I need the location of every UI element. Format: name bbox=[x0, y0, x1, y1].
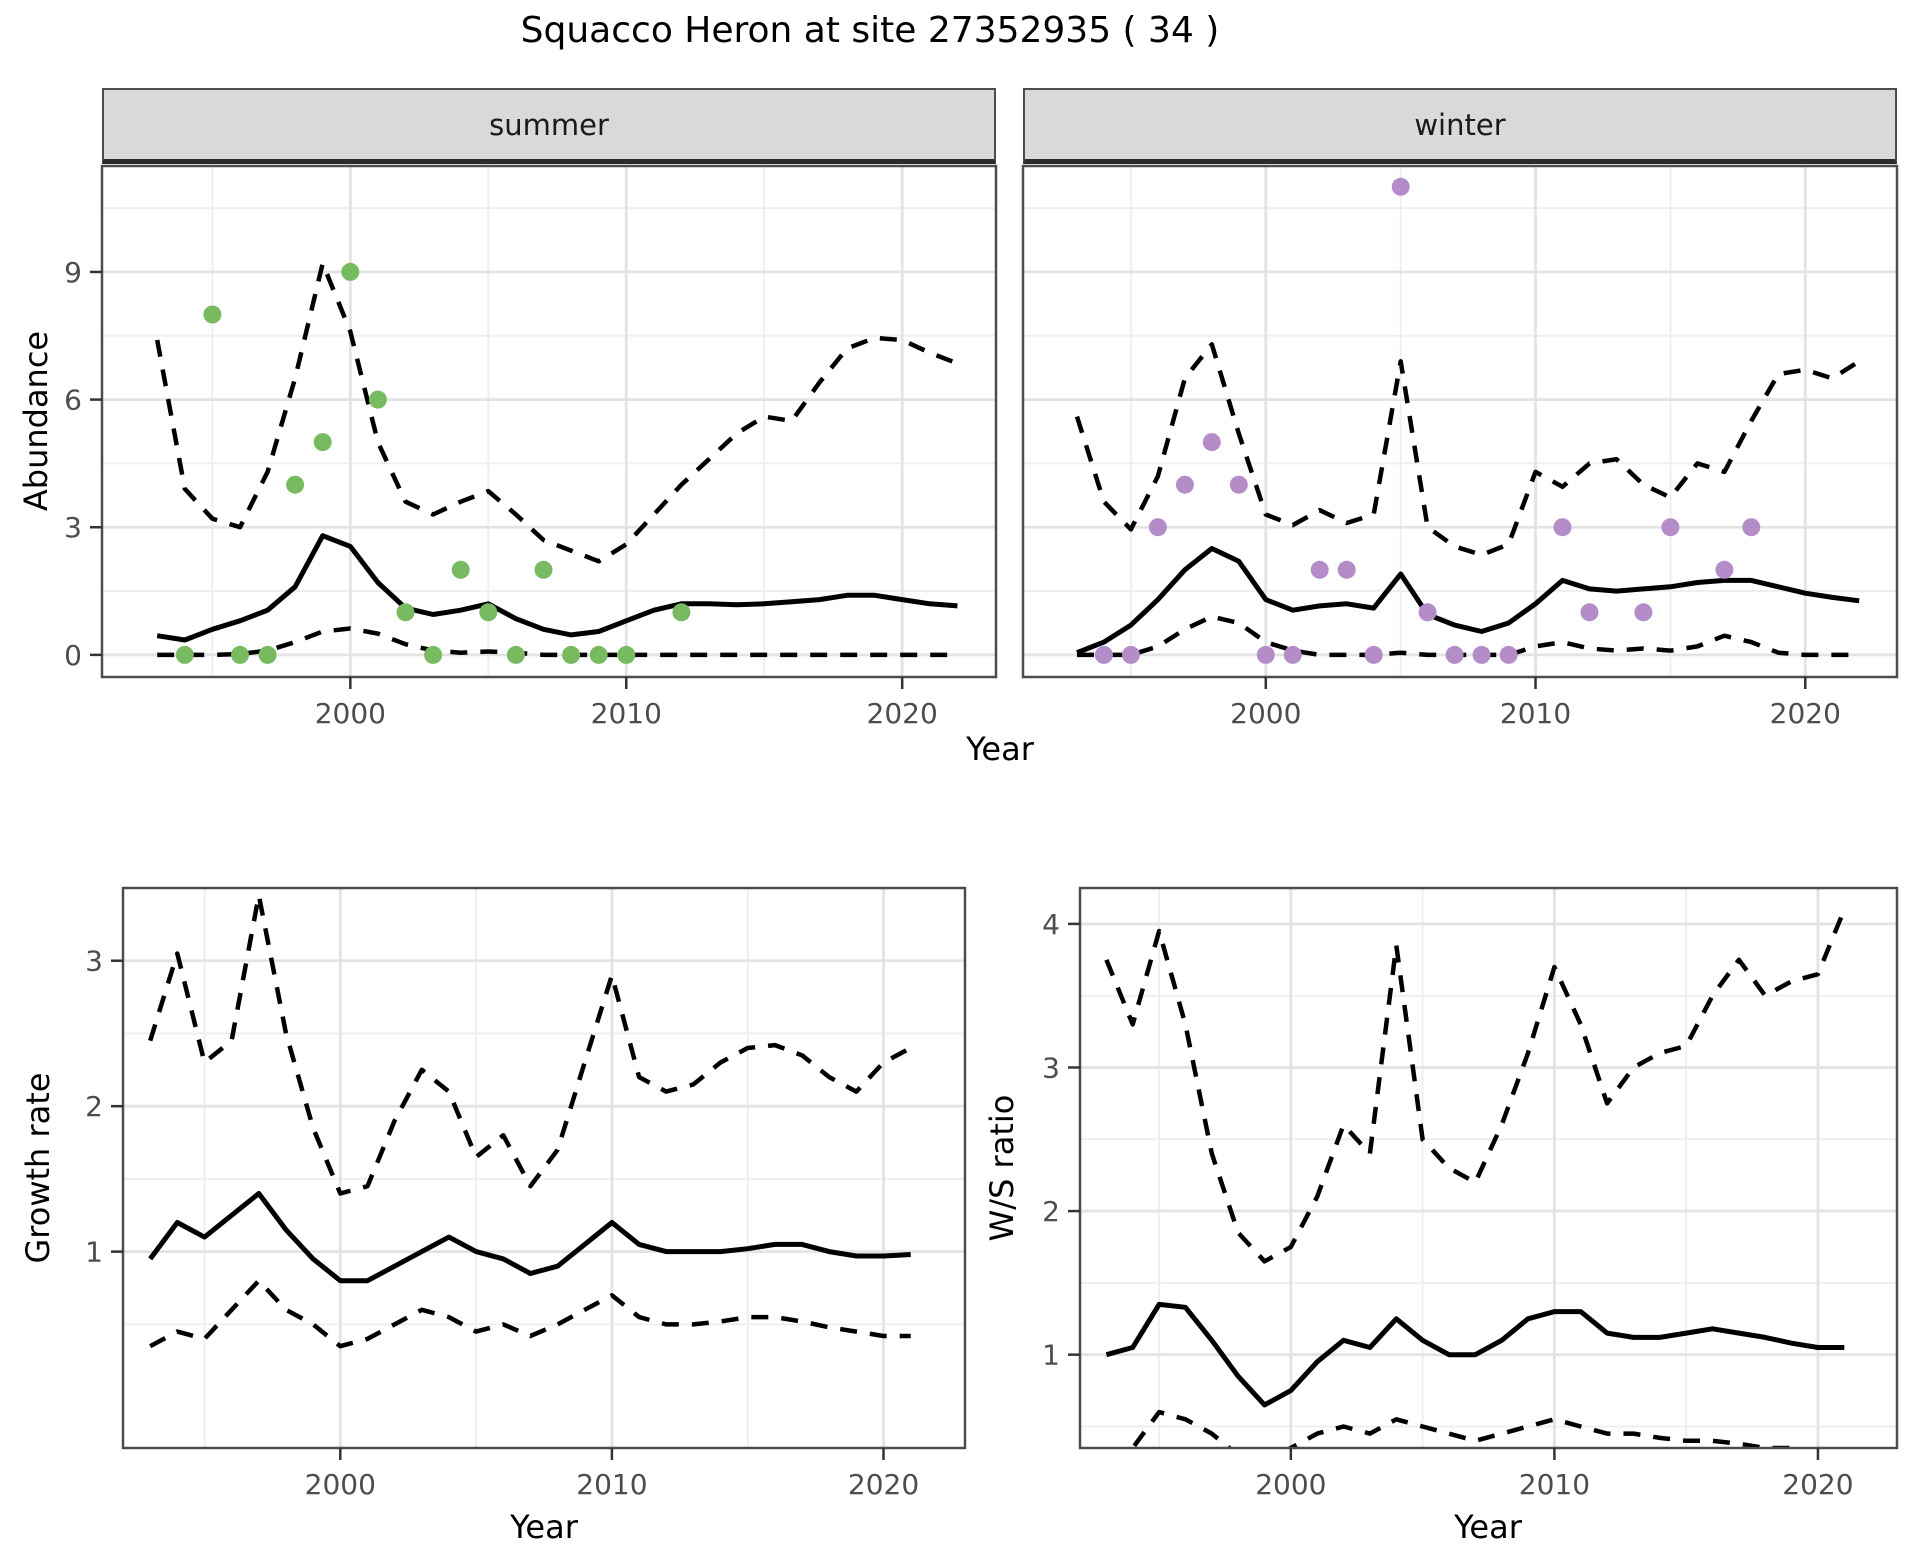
xlabel-year-ws: Year bbox=[1454, 1508, 1522, 1546]
facet-strip-label-winter: winter bbox=[1414, 107, 1506, 142]
data-point-winter-observations bbox=[1580, 603, 1599, 622]
data-point-winter-observations bbox=[1472, 645, 1491, 664]
data-point-winter-observations bbox=[1364, 645, 1383, 664]
data-point-winter-observations bbox=[1499, 645, 1518, 664]
y-tick-label: 1 bbox=[1042, 1339, 1060, 1372]
data-point-summer-observations bbox=[396, 603, 415, 622]
page-title: Squacco Heron at site 27352935 ( 34 ) bbox=[520, 10, 1220, 51]
data-point-winter-observations bbox=[1094, 645, 1113, 664]
y-tick-label: 4 bbox=[1042, 908, 1060, 941]
data-point-winter-observations bbox=[1391, 177, 1410, 196]
panel-plot-area-1 bbox=[1023, 166, 1897, 677]
panel-border-2 bbox=[121, 886, 967, 1450]
data-point-winter-observations bbox=[1229, 475, 1248, 494]
panel-background-0 bbox=[102, 166, 996, 677]
x-tick-label: 2020 bbox=[848, 1468, 919, 1501]
x-tick-label: 2020 bbox=[1782, 1468, 1853, 1501]
data-point-winter-observations bbox=[1310, 560, 1329, 579]
x-tick-label: 2020 bbox=[1770, 697, 1841, 730]
data-point-summer-observations bbox=[479, 603, 498, 622]
y-tick-label: 0 bbox=[64, 639, 82, 672]
x-tick-label: 2010 bbox=[1519, 1468, 1590, 1501]
panel-background-2 bbox=[123, 888, 965, 1448]
data-point-summer-observations bbox=[368, 390, 387, 409]
x-tick-label: 2010 bbox=[1500, 697, 1571, 730]
x-tick-label: 2000 bbox=[305, 1468, 376, 1501]
lower_ci-line-winter bbox=[1077, 614, 1860, 658]
data-point-summer-observations bbox=[231, 645, 249, 664]
ylabel-ws-ratio: W/S ratio bbox=[983, 1094, 1021, 1242]
panel-background-3 bbox=[1080, 888, 1897, 1448]
data-point-winter-observations bbox=[1634, 603, 1653, 622]
panel-border-3 bbox=[1078, 886, 1899, 1450]
upper_ci-line-Growth rate bbox=[148, 893, 912, 1196]
panel-border-0 bbox=[100, 164, 998, 679]
data-point-summer-observations bbox=[589, 645, 608, 664]
lower_ci-line-Growth rate bbox=[149, 1278, 911, 1349]
panel-plot-area-3 bbox=[1080, 888, 1897, 1448]
data-point-winter-observations bbox=[1661, 518, 1680, 537]
median-line-winter bbox=[1076, 546, 1860, 656]
x-tick-label: 2000 bbox=[1230, 697, 1301, 730]
data-point-winter-observations bbox=[1715, 560, 1734, 579]
y-tick-label: 9 bbox=[64, 256, 82, 289]
facet-strip-winter: winter bbox=[1023, 88, 1897, 164]
x-tick-label: 2010 bbox=[591, 697, 662, 730]
data-point-summer-observations bbox=[286, 475, 305, 494]
data-point-summer-observations bbox=[451, 560, 470, 579]
panel-plot-area-0 bbox=[102, 166, 996, 677]
y-tick-label: 3 bbox=[85, 945, 103, 978]
panel-border-1 bbox=[1021, 164, 1899, 679]
xlabel-year-growth: Year bbox=[510, 1508, 578, 1546]
panel-plot-area-2 bbox=[123, 888, 965, 1448]
data-point-summer-observations bbox=[313, 433, 332, 452]
upper_ci-line-W/S ratio bbox=[1104, 908, 1847, 1264]
data-point-summer-observations bbox=[258, 645, 277, 664]
y-tick-label: 6 bbox=[64, 384, 82, 417]
data-point-winter-observations bbox=[1337, 560, 1356, 579]
median-line-summer bbox=[156, 533, 958, 643]
data-point-winter-observations bbox=[1202, 433, 1221, 452]
y-tick-label: 3 bbox=[64, 511, 82, 544]
xlabel-year-top: Year bbox=[966, 730, 1034, 768]
median-line-Growth rate bbox=[148, 1191, 911, 1284]
data-point-winter-observations bbox=[1148, 518, 1167, 537]
x-tick-label: 2020 bbox=[867, 697, 938, 730]
y-tick-label: 1 bbox=[85, 1236, 103, 1269]
x-tick-label: 2000 bbox=[315, 697, 386, 730]
data-point-summer-observations bbox=[506, 645, 525, 664]
data-point-winter-observations bbox=[1553, 518, 1572, 537]
data-point-winter-observations bbox=[1445, 645, 1464, 664]
median-line-W/S ratio bbox=[1105, 1301, 1845, 1408]
facet-strip-label-summer: summer bbox=[489, 107, 609, 142]
x-tick-label: 2010 bbox=[576, 1468, 647, 1501]
data-point-summer-observations bbox=[672, 603, 691, 622]
data-point-summer-observations bbox=[341, 262, 360, 281]
lower_ci-line-summer bbox=[157, 626, 958, 658]
data-point-summer-observations bbox=[562, 645, 581, 664]
data-point-winter-observations bbox=[1121, 645, 1140, 664]
ylabel-growth-rate: Growth rate bbox=[19, 1072, 57, 1264]
lower_ci-line-W/S ratio bbox=[1124, 1409, 1806, 1448]
data-point-winter-observations bbox=[1175, 475, 1194, 494]
y-tick-label: 3 bbox=[1042, 1051, 1060, 1084]
data-point-summer-observations bbox=[424, 645, 443, 664]
data-point-summer-observations bbox=[203, 305, 222, 324]
y-tick-label: 2 bbox=[1042, 1195, 1060, 1228]
data-point-winter-observations bbox=[1742, 518, 1761, 537]
upper_ci-line-winter bbox=[1074, 342, 1861, 558]
data-point-winter-observations bbox=[1256, 645, 1275, 664]
data-point-winter-observations bbox=[1418, 603, 1437, 622]
data-point-summer-observations bbox=[534, 560, 553, 579]
ylabel-abundance: Abundance bbox=[17, 330, 55, 512]
data-point-summer-observations bbox=[617, 645, 636, 664]
y-tick-label: 2 bbox=[85, 1090, 103, 1123]
x-tick-label: 2000 bbox=[1255, 1468, 1326, 1501]
upper_ci-line-summer bbox=[154, 261, 959, 564]
facet-strip-summer: summer bbox=[102, 88, 996, 164]
data-point-winter-observations bbox=[1283, 645, 1302, 664]
data-point-summer-observations bbox=[175, 645, 194, 664]
